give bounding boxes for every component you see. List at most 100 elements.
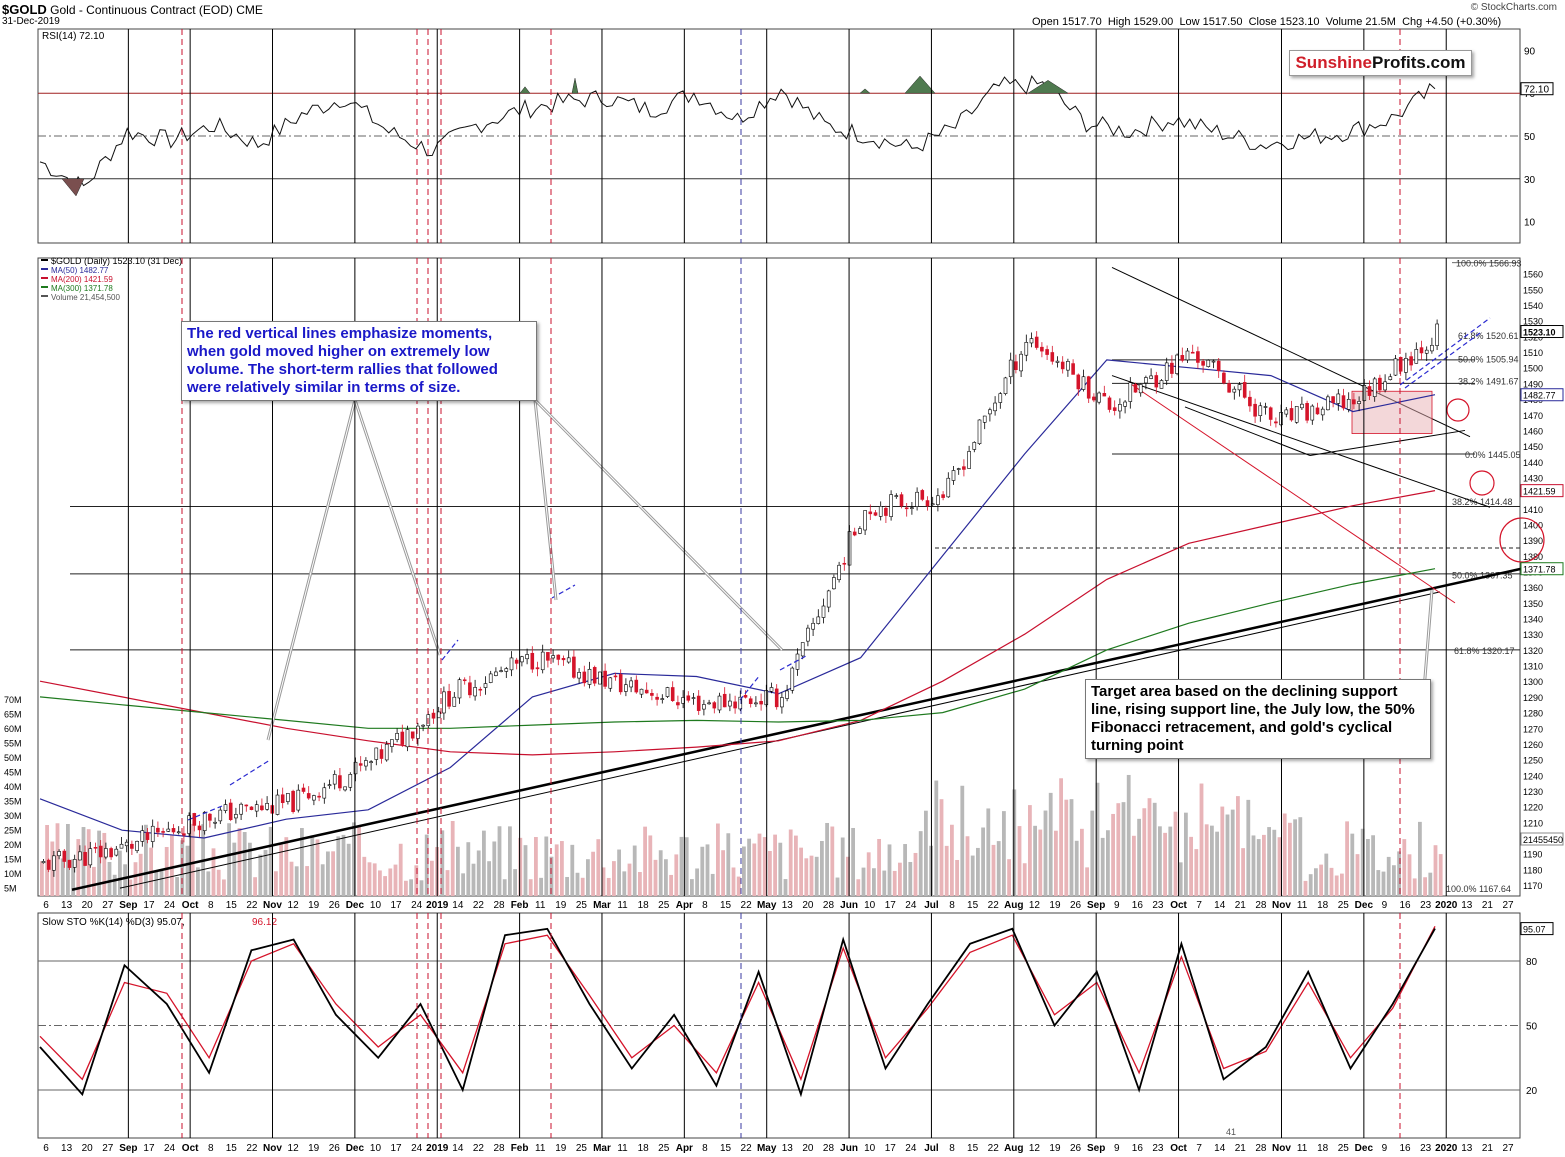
candle-body [691,697,696,699]
x-tick-label: 22 [988,900,1000,911]
price-axis-label: 1410 [1523,505,1543,515]
fib-label: 50.0% 1367.35 [1452,571,1513,581]
volume-bar [544,836,549,896]
volume-bar [804,858,809,896]
candle-body [1216,360,1221,372]
x-tick-label: 25 [658,900,670,911]
x-tick-label: Mar [593,900,611,911]
x-tick-label-bottom: 9 [1114,1143,1120,1154]
candle-body [410,731,415,739]
declining-support-line [1111,375,1491,508]
volume-bar [1319,864,1323,896]
annotation-target-area: Target area based on the declining suppo… [1085,679,1431,759]
volume-bar [476,850,481,896]
candle-body [613,675,618,678]
x-tick-label-bottom: 17 [390,1143,402,1154]
candle-body [889,494,893,517]
candle-body [1404,358,1408,373]
x-tick-label: May [757,900,777,911]
x-tick-label-bottom: 9 [1382,1143,1388,1154]
x-tick-label: 13 [782,900,794,911]
volume-axis-label: 40M [4,782,22,792]
volume-bar [1350,833,1355,896]
candle-body [577,672,581,679]
volume-bar [996,841,1001,896]
candle-body [78,851,82,861]
x-tick-label: 8 [208,900,214,911]
legend-entry: Volume 21,454,500 [51,293,120,302]
volume-bar [305,866,309,896]
volume-bar [794,835,798,896]
candle-body [728,700,732,707]
candle-body [1185,350,1190,361]
volume-bar [612,861,616,896]
volume-bar [820,840,824,896]
volume-bar [159,870,164,896]
x-tick-label-bottom: 26 [329,1143,341,1154]
volume-bar [710,873,715,896]
x-tick-label: 13 [61,900,73,911]
volume-bar [695,868,699,896]
volume-bar [492,841,497,896]
volume-bar [1220,806,1225,896]
candle-body [1029,338,1034,344]
volume-bar [1308,874,1313,896]
candle-body [1092,396,1096,401]
x-tick-label: 11 [617,900,628,911]
candle-body [192,813,197,826]
volume-bar [164,846,169,896]
volume-bar [1407,854,1412,896]
volume-bar [1376,870,1381,896]
candle-body [780,697,784,708]
volume-bar [1022,863,1027,896]
candle-body [1050,352,1055,362]
volume-bar [523,845,528,896]
legend-swatch [41,277,48,279]
x-tick-label: 6 [43,900,49,911]
volume-bar [825,822,829,896]
volume-bar [346,843,351,896]
price-axis-label: 1300 [1523,677,1543,687]
x-tick-label-bottom: 19 [308,1143,320,1154]
volume-bar [1267,827,1271,896]
volume-bar [393,864,398,896]
x-tick-label-bottom: 8 [949,1143,955,1154]
price-current-tag-box [1520,325,1564,339]
candle-body [832,577,836,590]
candle-body [904,507,909,510]
candle-body [811,622,815,630]
volume-bar [1355,854,1360,896]
x-tick-label-bottom: 24 [905,1143,917,1154]
candle-body [738,696,743,710]
volume-bar [1002,811,1006,896]
volume-bar [1438,854,1443,896]
volume-bar [586,859,590,896]
x-tick-label-bottom: May [757,1143,777,1154]
price-axis-label: 1330 [1523,630,1543,640]
triangle-lower-line [1184,406,1311,456]
volume-bar [97,830,101,896]
candle-body [1248,396,1252,407]
x-tick-label-bottom: 17 [885,1143,897,1154]
x-tick-label-bottom: Oct [1170,1143,1187,1154]
ma200-tag: 1421.59 [1523,487,1556,497]
candle-body [400,731,405,745]
candle-body [306,793,311,799]
volume-bar [1017,826,1022,896]
volume-bar [773,834,777,896]
candle-body [442,691,446,714]
volume-bar [289,861,294,896]
volume-bar [1069,799,1074,896]
blue-rally-segment [1399,317,1491,386]
ma300-tag-box [1520,562,1564,576]
x-tick-label-bottom: 11 [1297,1143,1308,1154]
volume-bar [913,852,918,896]
candle-body [1419,347,1424,354]
volume-bar [1241,848,1245,896]
candle-body [1367,386,1372,396]
candle-body [618,674,623,693]
callout-pointer-inner [534,399,557,601]
volume-bar [1173,811,1178,896]
candle-body [842,562,847,565]
candle-body [717,695,722,711]
